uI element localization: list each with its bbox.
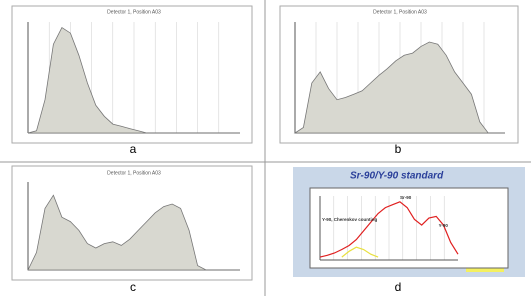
chart-title: Detector 1, Position A03 [107,170,161,176]
figure: Detector 1, Position A03 a Detector 1, Pos… [0,0,531,296]
chart-title: Sr-90/Y-90 standard [350,171,444,182]
caption: b [395,142,402,156]
caption: c [130,280,136,294]
chart-title: Detector 1, Position A03 [373,9,427,15]
annotation: Y-90 [439,223,449,228]
annotation: Y-90, Cherenkov counting [322,217,378,222]
annotation: Sr-90 [400,195,412,200]
chart-title: Detector 1, Position A03 [107,9,161,15]
caption: d [395,280,402,294]
caption: a [130,142,137,156]
